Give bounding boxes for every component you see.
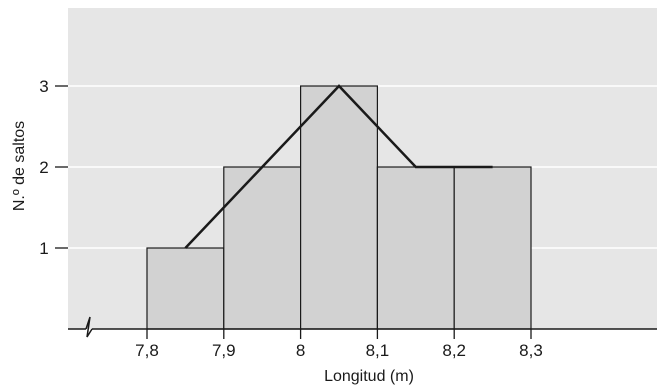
axis-break-mark (85, 316, 93, 338)
y-tick-label: 2 (39, 158, 48, 177)
x-axis-title: Longitud (m) (324, 368, 414, 385)
frequency-polygon (184, 84, 493, 249)
x-tick-label: 7,8 (135, 341, 159, 360)
x-tick-label: 7,9 (212, 341, 236, 360)
y-axis-title: N.º de saltos (11, 121, 28, 211)
x-tick-label: 8,1 (366, 341, 390, 360)
x-tick-label: 8,3 (519, 341, 543, 360)
histogram-bar (453, 166, 532, 330)
histogram-bar (223, 166, 302, 330)
histogram-bar (376, 166, 455, 330)
histogram-bar (300, 85, 379, 330)
x-tick-label: 8,2 (442, 341, 466, 360)
x-tick-label: 8 (296, 341, 305, 360)
y-axis: 1 2 3 (39, 77, 68, 258)
y-tick-label: 3 (39, 77, 48, 96)
x-axis: 7,8 7,9 8 8,1 8,2 8,3 (68, 316, 657, 360)
y-tick-label: 1 (39, 239, 48, 258)
histogram-bar (146, 247, 225, 330)
